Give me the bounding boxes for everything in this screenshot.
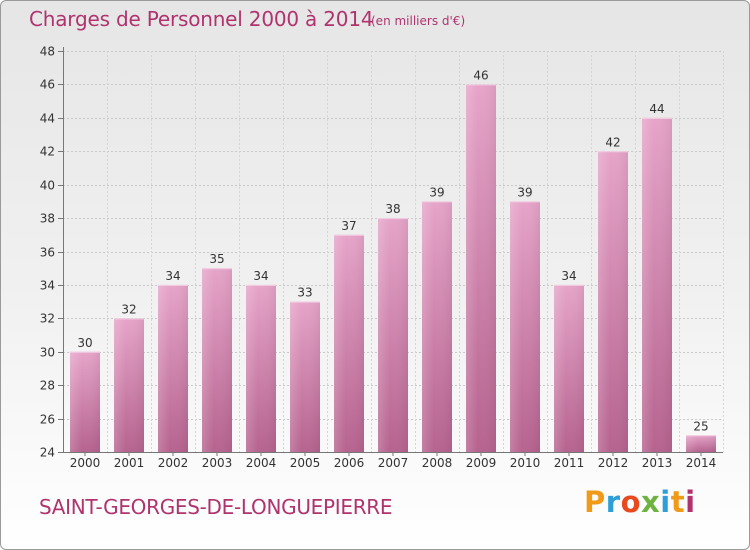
data-label: 25 [693,419,708,433]
x-tick-label: 2010 [510,456,541,470]
bar-shine [246,284,276,452]
y-tick-label: 48 [40,45,55,59]
y-tick-label: 24 [40,446,55,460]
y-tick-label: 26 [40,413,55,427]
data-label: 34 [561,269,576,283]
bar-shine [158,284,188,452]
data-label: 39 [517,185,532,199]
x-tick-label: 2012 [598,456,629,470]
x-tick-label: 2001 [114,456,145,470]
x-tick-label: 2011 [554,456,585,470]
x-tick-label: 2007 [378,456,409,470]
y-tick-label: 34 [40,279,55,293]
x-tick-label: 2005 [290,456,321,470]
y-tick-label: 30 [40,346,55,360]
bar-shine [598,151,628,452]
data-label: 37 [341,219,356,233]
data-label: 35 [209,252,224,266]
bar-shine [334,234,364,452]
data-label: 30 [77,336,92,350]
data-label: 42 [605,135,620,149]
y-tick-label: 42 [40,145,55,159]
data-label: 44 [649,102,664,116]
bar-shine [378,218,408,452]
axis-layer: 24 26 28 30 32 34 36 38 40 42 44 46 48 2000 2001 2002 20… [40,45,723,470]
y-tick-label: 38 [40,212,55,226]
x-tick-label: 2000 [70,456,101,470]
y-tick-label: 32 [40,312,55,326]
bar-shine [510,201,540,452]
commune-name: SAINT-GEORGES-DE-LONGUEPIERRE [39,495,393,519]
x-tick-label: 2004 [246,456,277,470]
x-tick-label: 2003 [202,456,233,470]
bar-shine [290,301,320,452]
y-tick-label: 40 [40,179,55,193]
y-tick-label: 44 [40,112,55,126]
chart-title: Charges de Personnel 2000 à 2014 [29,7,374,31]
data-label: 39 [429,185,444,199]
bar-shine [202,268,232,452]
data-label: 32 [121,302,136,316]
bar-shine [686,435,716,452]
x-tick-label: 2002 [158,456,189,470]
bar-shine [70,351,100,452]
bar-layer [70,84,716,453]
bar-shine [554,284,584,452]
x-tick-label: 2008 [422,456,453,470]
proxiti-logo[interactable]: Proxiti [584,485,696,519]
label-layer: 30 32 34 35 34 33 37 38 39 46 39 34 42 44 25 [77,68,708,433]
data-label: 34 [165,269,180,283]
x-tick-label: 2013 [642,456,673,470]
x-tick-label: 2006 [334,456,365,470]
x-tick-label: 2014 [686,456,717,470]
y-tick-label: 28 [40,379,55,393]
data-label: 46 [473,68,488,82]
bar-shine [114,318,144,452]
data-label: 34 [253,269,268,283]
y-tick-label: 36 [40,246,55,260]
data-label: 38 [385,202,400,216]
x-tick-label: 2009 [466,456,497,470]
bar-shine [422,201,452,452]
y-tick-label: 46 [40,78,55,92]
bar-shine [642,117,672,452]
chart-subtitle: (en milliers d'€) [371,14,466,28]
bar-shine [466,84,496,453]
data-label: 33 [297,286,312,300]
